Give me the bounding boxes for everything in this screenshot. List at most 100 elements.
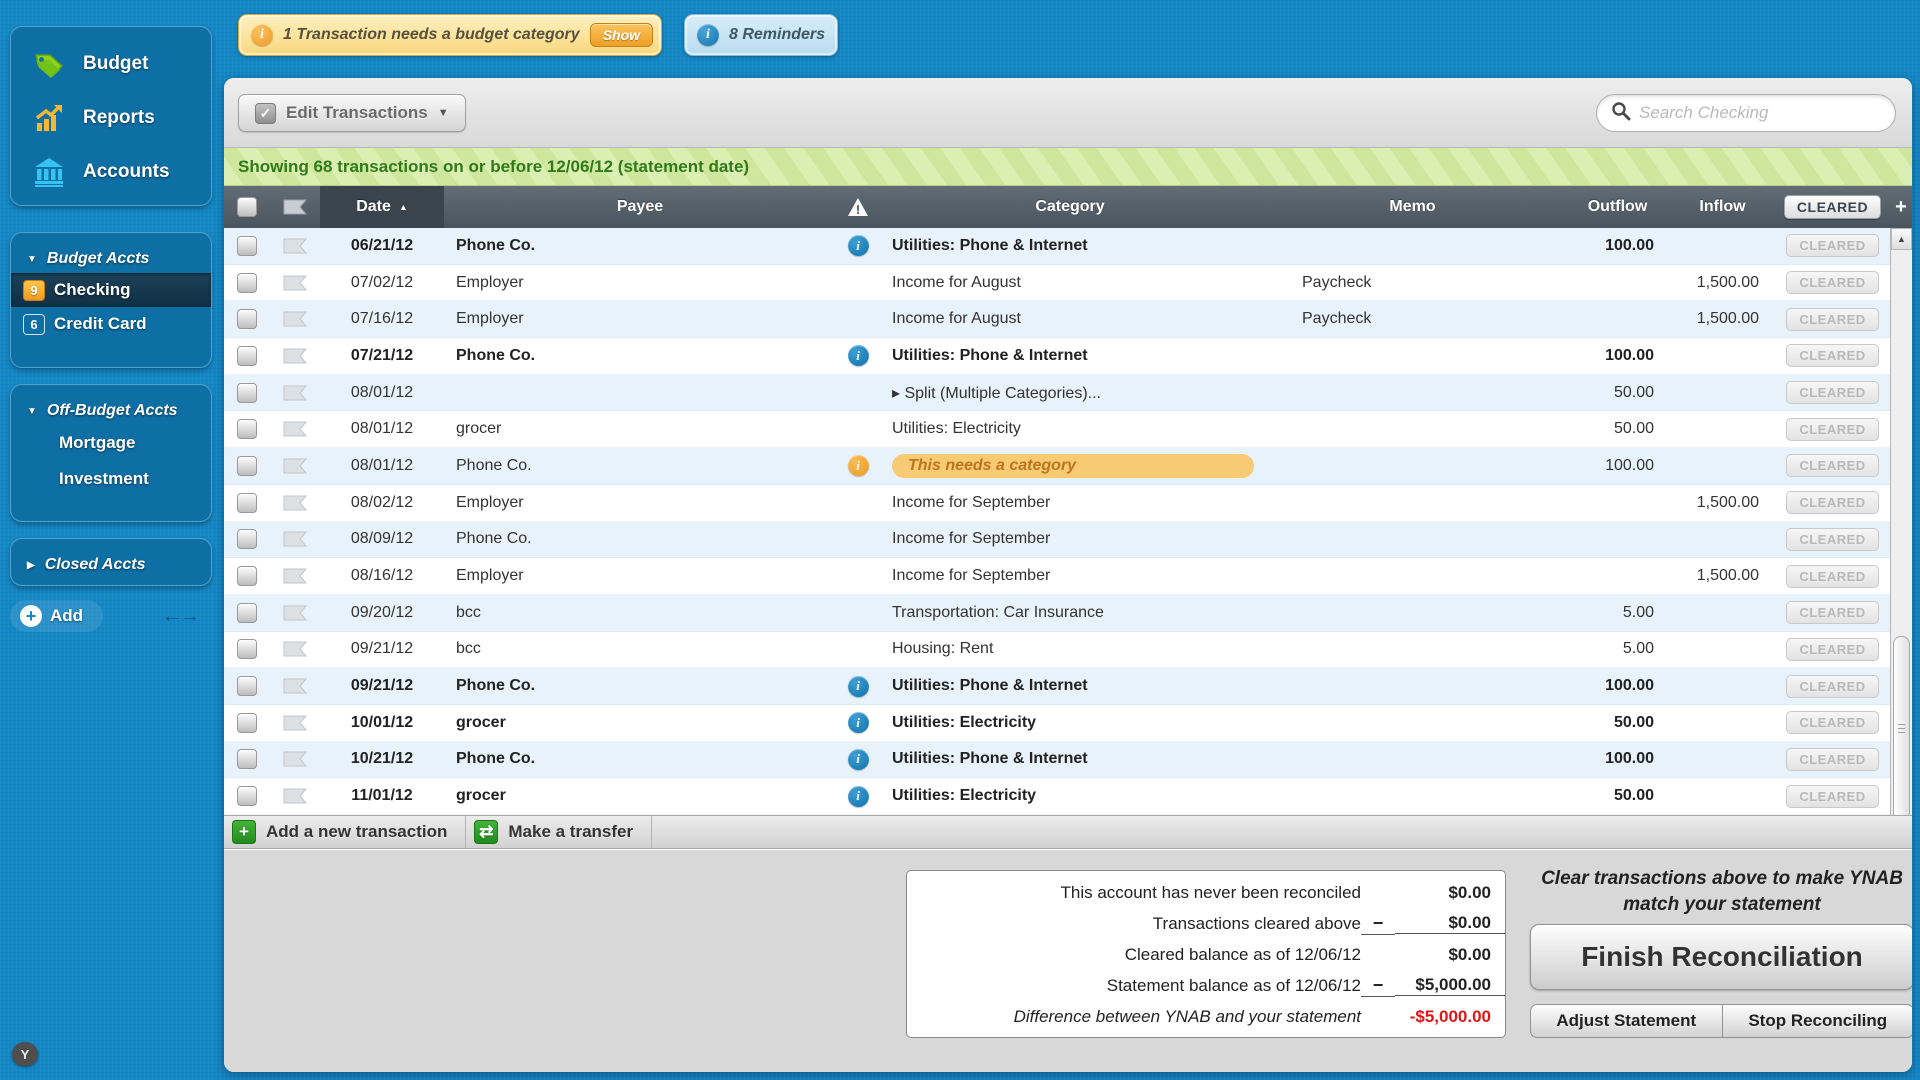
cleared-button[interactable]: CLEARED: [1786, 528, 1878, 551]
edit-transactions-button[interactable]: ✓ Edit Transactions ▼: [238, 94, 466, 132]
scroll-up-button[interactable]: ▲: [1891, 228, 1912, 250]
sidebar-item-reports[interactable]: Reports: [11, 91, 211, 145]
row-checkbox[interactable]: [237, 273, 257, 293]
cleared-button[interactable]: CLEARED: [1786, 711, 1878, 734]
table-row[interactable]: 09/21/12 bcc Housing: Rent 5.00 CLEARED: [224, 632, 1890, 669]
flag-icon[interactable]: [283, 788, 307, 804]
row-checkbox[interactable]: [237, 456, 257, 476]
cleared-button[interactable]: CLEARED: [1786, 381, 1878, 404]
finish-reconciliation-button[interactable]: Finish Reconciliation: [1530, 924, 1912, 990]
sidebar-item-investment[interactable]: Investment: [11, 461, 211, 497]
cleared-button[interactable]: CLEARED: [1786, 748, 1878, 771]
reminders-notification[interactable]: i 8 Reminders: [684, 14, 838, 56]
vertical-scrollbar[interactable]: ▲ ▼: [1890, 228, 1912, 849]
flag-icon[interactable]: [283, 458, 307, 474]
row-checkbox[interactable]: [237, 603, 257, 623]
row-checkbox[interactable]: [237, 749, 257, 769]
table-row[interactable]: 09/20/12 bcc Transportation: Car Insuran…: [224, 595, 1890, 632]
off-budget-accts-header[interactable]: ▼ Off-Budget Accts: [11, 397, 211, 425]
table-row[interactable]: 10/01/12 grocer i Utilities: Electricity…: [224, 705, 1890, 742]
flag-column-header[interactable]: [270, 186, 320, 228]
cleared-button[interactable]: CLEARED: [1786, 638, 1878, 661]
table-row[interactable]: 10/21/12 Phone Co. i Utilities: Phone & …: [224, 742, 1890, 779]
sidebar-resize-handle[interactable]: ←→: [162, 605, 212, 628]
budget-category-notification[interactable]: i 1 Transaction needs a budget category …: [238, 14, 662, 56]
row-checkbox[interactable]: [237, 529, 257, 549]
table-row[interactable]: 06/21/12 Phone Co. i Utilities: Phone & …: [224, 228, 1890, 265]
cleared-column-header[interactable]: CLEARED: [1775, 186, 1890, 228]
cleared-header-button[interactable]: CLEARED: [1784, 195, 1881, 219]
select-all-checkbox[interactable]: [224, 186, 270, 228]
cleared-button[interactable]: CLEARED: [1786, 491, 1878, 514]
table-row[interactable]: 08/01/12 ▸ Split (Multiple Categories)..…: [224, 375, 1890, 412]
row-checkbox[interactable]: [237, 346, 257, 366]
flag-icon[interactable]: [283, 531, 307, 547]
outflow-column-header[interactable]: Outflow: [1565, 186, 1670, 228]
inflow-column-header[interactable]: Inflow: [1670, 186, 1775, 228]
payee-column-header[interactable]: Payee: [444, 186, 836, 228]
row-checkbox[interactable]: [237, 639, 257, 659]
row-checkbox[interactable]: [237, 676, 257, 696]
sidebar-item-accounts[interactable]: Accounts: [11, 145, 211, 199]
cleared-button[interactable]: CLEARED: [1786, 675, 1878, 698]
flag-icon[interactable]: [283, 641, 307, 657]
table-row[interactable]: 07/16/12 Employer Income for August Payc…: [224, 301, 1890, 338]
cleared-button[interactable]: CLEARED: [1786, 454, 1878, 477]
table-row[interactable]: 08/01/12 grocer Utilities: Electricity 5…: [224, 411, 1890, 448]
stop-reconciling-button[interactable]: Stop Reconciling: [1722, 1004, 1913, 1038]
flag-icon[interactable]: [283, 678, 307, 694]
table-row[interactable]: 08/01/12 Phone Co. i This needs a catego…: [224, 448, 1890, 485]
make-a-transfer-button[interactable]: ⇄ Make a transfer: [466, 816, 652, 848]
table-row[interactable]: 07/02/12 Employer Income for August Payc…: [224, 265, 1890, 302]
show-button[interactable]: Show: [590, 23, 653, 47]
table-row[interactable]: 08/16/12 Employer Income for September 1…: [224, 558, 1890, 595]
cleared-button[interactable]: CLEARED: [1786, 344, 1878, 367]
table-row[interactable]: 11/01/12 grocer i Utilities: Electricity…: [224, 778, 1890, 815]
row-checkbox[interactable]: [237, 419, 257, 439]
category-column-header[interactable]: Category: [880, 186, 1260, 228]
cleared-button[interactable]: CLEARED: [1786, 601, 1878, 624]
flag-icon[interactable]: [283, 568, 307, 584]
row-checkbox[interactable]: [237, 383, 257, 403]
sidebar-item-credit-card[interactable]: 6 Credit Card: [11, 307, 211, 341]
flag-icon[interactable]: [283, 238, 307, 254]
add-column-button[interactable]: +: [1890, 186, 1912, 228]
search-input[interactable]: [1639, 103, 1881, 123]
sidebar-item-mortgage[interactable]: Mortgage: [11, 425, 211, 461]
adjust-statement-button[interactable]: Adjust Statement: [1530, 1004, 1722, 1038]
table-row[interactable]: 09/21/12 Phone Co. i Utilities: Phone & …: [224, 668, 1890, 705]
flag-icon[interactable]: [283, 385, 307, 401]
alert-column-header[interactable]: !: [836, 186, 880, 228]
cleared-button[interactable]: CLEARED: [1786, 234, 1878, 257]
flag-icon[interactable]: [283, 751, 307, 767]
cleared-button[interactable]: CLEARED: [1786, 565, 1878, 588]
scrollbar-thumb[interactable]: [1893, 636, 1910, 821]
row-checkbox[interactable]: [237, 309, 257, 329]
sidebar-item-budget[interactable]: Budget: [11, 37, 211, 91]
table-row[interactable]: 08/09/12 Phone Co. Income for September …: [224, 522, 1890, 559]
memo-column-header[interactable]: Memo: [1260, 186, 1565, 228]
add-account-button[interactable]: + Add: [10, 600, 103, 632]
cleared-button[interactable]: CLEARED: [1786, 271, 1878, 294]
table-row[interactable]: 07/21/12 Phone Co. i Utilities: Phone & …: [224, 338, 1890, 375]
flag-icon[interactable]: [283, 275, 307, 291]
date-column-header[interactable]: Date ▲: [320, 186, 444, 228]
cleared-button[interactable]: CLEARED: [1786, 418, 1878, 441]
cleared-button[interactable]: CLEARED: [1786, 785, 1878, 808]
flag-icon[interactable]: [283, 348, 307, 364]
row-checkbox[interactable]: [237, 493, 257, 513]
row-checkbox[interactable]: [237, 236, 257, 256]
flag-icon[interactable]: [283, 495, 307, 511]
flag-icon[interactable]: [283, 311, 307, 327]
add-new-transaction-button[interactable]: + Add a new transaction: [224, 816, 466, 848]
flag-icon[interactable]: [283, 715, 307, 731]
row-checkbox[interactable]: [237, 786, 257, 806]
sidebar-item-checking[interactable]: 9 Checking: [11, 273, 211, 307]
table-row[interactable]: 08/02/12 Employer Income for September 1…: [224, 485, 1890, 522]
row-checkbox[interactable]: [237, 566, 257, 586]
cleared-button[interactable]: CLEARED: [1786, 308, 1878, 331]
budget-accts-header[interactable]: ▼ Budget Accts: [11, 245, 211, 273]
closed-accts-header[interactable]: ▶ Closed Accts: [11, 551, 211, 579]
row-checkbox[interactable]: [237, 713, 257, 733]
flag-icon[interactable]: [283, 421, 307, 437]
